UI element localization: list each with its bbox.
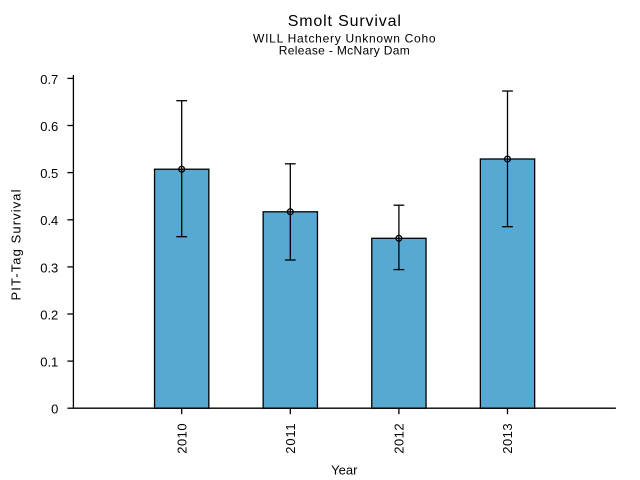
svg-text:0.3: 0.3 (40, 260, 58, 275)
svg-text:2011: 2011 (283, 423, 298, 453)
svg-text:0.6: 0.6 (40, 119, 58, 134)
svg-text:2012: 2012 (392, 423, 407, 453)
svg-text:2013: 2013 (500, 423, 515, 453)
svg-text:Smolt Survival: Smolt Survival (288, 13, 401, 30)
svg-text:Year: Year (331, 463, 358, 478)
svg-text:2010: 2010 (174, 423, 189, 453)
svg-text:WILL Hatchery Unknown Coho: WILL Hatchery Unknown Coho (253, 31, 436, 45)
svg-text:0: 0 (51, 402, 58, 417)
svg-text:0.4: 0.4 (40, 213, 58, 228)
svg-text:Release - McNary Dam: Release - McNary Dam (279, 43, 410, 57)
svg-text:0.7: 0.7 (40, 72, 58, 87)
svg-text:0.5: 0.5 (40, 166, 58, 181)
svg-text:PIT-Tag Survival: PIT-Tag Survival (8, 189, 23, 300)
svg-text:0.1: 0.1 (40, 355, 58, 370)
svg-text:0.2: 0.2 (40, 307, 58, 322)
